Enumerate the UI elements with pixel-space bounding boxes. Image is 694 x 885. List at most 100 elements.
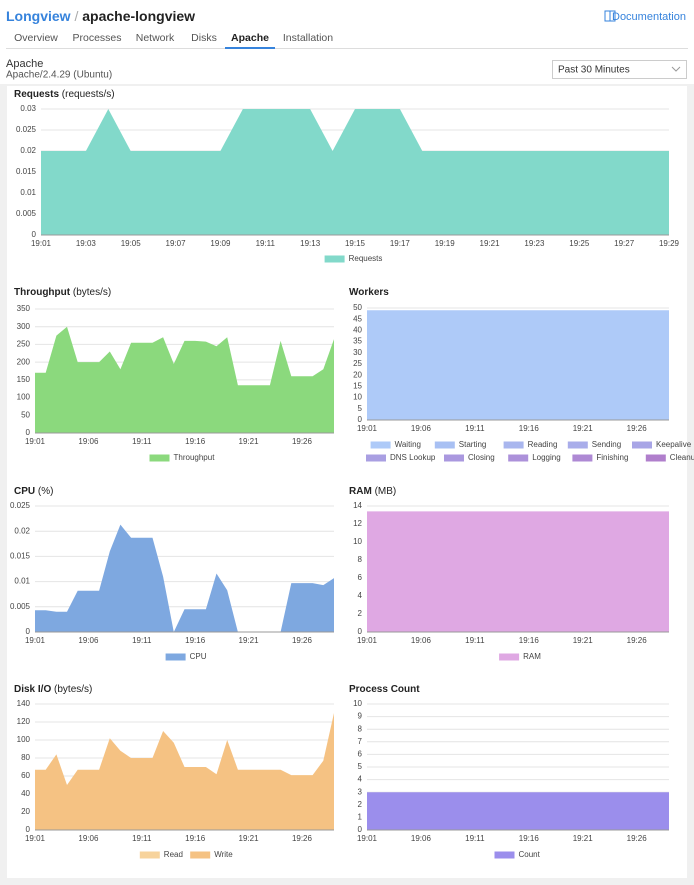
legend-label[interactable]: Reading	[528, 440, 558, 449]
service-name: Apache	[6, 58, 43, 70]
docs-icon[interactable]	[604, 10, 616, 22]
y-tick-label: 15	[353, 382, 362, 391]
area-series	[367, 792, 669, 830]
active-tab-indicator	[225, 47, 275, 49]
y-tick-label: 0.015	[10, 552, 31, 561]
x-tick-label: 19:06	[78, 636, 99, 645]
legend-label[interactable]: Cleanup	[670, 453, 694, 462]
legend-label[interactable]: Logging	[532, 453, 560, 462]
chart-title-main: CPU	[14, 486, 35, 497]
legend-swatch[interactable]	[494, 851, 515, 859]
y-tick-label: 120	[17, 717, 31, 726]
legend-label[interactable]: Starting	[459, 440, 487, 449]
tab[interactable]: Processes	[72, 32, 121, 44]
y-tick-label: 25	[353, 359, 362, 368]
legend-swatch[interactable]	[165, 653, 186, 661]
breadcrumb: Longview / apache-longview	[6, 8, 195, 24]
x-tick-label: 19:01	[25, 636, 46, 645]
x-tick-label: 19:26	[292, 437, 313, 446]
y-tick-label: 35	[353, 337, 362, 346]
y-tick-label: 14	[353, 501, 362, 510]
y-tick-label: 40	[353, 326, 362, 335]
y-tick-label: 0.005	[16, 209, 37, 218]
docs-link[interactable]: Documentation	[612, 11, 686, 23]
legend-label[interactable]: Throughput	[174, 453, 216, 462]
legend-label[interactable]: Requests	[349, 254, 383, 263]
x-tick-label: 19:25	[569, 239, 590, 248]
legend-label[interactable]: CPU	[190, 652, 207, 661]
x-tick-label: 19:07	[166, 239, 187, 248]
y-tick-label: 12	[353, 519, 362, 528]
x-tick-label: 19:17	[390, 239, 411, 248]
chart-title-unit: (bytes/s)	[73, 287, 111, 298]
y-tick-label: 45	[353, 314, 362, 323]
legend-swatch[interactable]	[434, 441, 455, 449]
x-tick-label: 19:11	[465, 636, 485, 645]
tab[interactable]: Overview	[14, 32, 58, 44]
area-series	[35, 713, 334, 830]
y-tick-label: 2	[358, 800, 363, 809]
legend-swatch[interactable]	[632, 441, 652, 449]
legend-swatch[interactable]	[149, 454, 170, 462]
area-series	[367, 511, 669, 632]
y-tick-label: 100	[17, 393, 31, 402]
chart-title-unit: (requests/s)	[62, 89, 115, 100]
x-tick-label: 19:01	[25, 437, 46, 446]
x-tick-label: 19:09	[210, 239, 231, 248]
legend-swatch[interactable]	[444, 454, 464, 462]
chart-title: Workers	[349, 287, 389, 298]
x-tick-label: 19:11	[256, 239, 276, 248]
x-tick-label: 19:11	[465, 834, 485, 843]
legend-swatch[interactable]	[503, 441, 524, 449]
x-tick-label: 19:11	[132, 834, 152, 843]
legend-label[interactable]: Sending	[592, 440, 621, 449]
legend-swatch[interactable]	[366, 454, 386, 462]
legend-label[interactable]: DNS Lookup	[390, 453, 436, 462]
chart-title-main: Process Count	[349, 684, 420, 695]
x-tick-label: 19:15	[345, 239, 366, 248]
x-tick-label: 19:11	[132, 437, 152, 446]
breadcrumb-root[interactable]: Longview	[6, 8, 71, 24]
y-tick-label: 8	[358, 724, 363, 733]
y-tick-label: 1	[358, 813, 363, 822]
chart-title-main: Throughput	[14, 287, 71, 298]
legend-swatch[interactable]	[499, 653, 520, 661]
legend-label[interactable]: Finishing	[596, 453, 628, 462]
legend-swatch[interactable]	[190, 851, 211, 859]
tab[interactable]: Installation	[283, 32, 333, 44]
y-tick-label: 0.025	[10, 501, 31, 510]
legend-label[interactable]: Read	[164, 850, 183, 859]
tab[interactable]: Apache	[231, 32, 269, 44]
legend-label[interactable]: Waiting	[395, 440, 421, 449]
chart-title: Requests (requests/s)	[14, 89, 115, 100]
legend-label[interactable]: Count	[519, 850, 541, 859]
legend-label[interactable]: Keepalive	[656, 440, 692, 449]
tab[interactable]: Disks	[191, 32, 217, 44]
legend-swatch[interactable]	[324, 255, 345, 263]
x-tick-label: 19:21	[239, 437, 260, 446]
chart-title: CPU (%)	[14, 486, 53, 497]
range-select-value[interactable]: Past 30 Minutes	[558, 65, 630, 76]
legend-swatch[interactable]	[567, 441, 588, 449]
legend-label[interactable]: Closing	[468, 453, 495, 462]
x-tick-label: 19:23	[524, 239, 545, 248]
y-tick-label: 0.01	[14, 577, 30, 586]
x-tick-label: 19:06	[411, 424, 432, 433]
area-series	[367, 310, 669, 420]
y-tick-label: 3	[358, 787, 363, 796]
tab[interactable]: Network	[136, 32, 175, 44]
legend-swatch[interactable]	[508, 454, 529, 462]
y-tick-label: 0.015	[16, 167, 37, 176]
legend-swatch[interactable]	[645, 454, 666, 462]
legend-label[interactable]: RAM	[523, 652, 541, 661]
legend-swatch[interactable]	[139, 851, 160, 859]
x-tick-label: 19:26	[627, 636, 648, 645]
breadcrumb-separator: /	[74, 8, 78, 24]
range-select[interactable]	[552, 60, 687, 79]
legend-swatch[interactable]	[572, 454, 593, 462]
y-tick-label: 0	[358, 627, 363, 636]
y-tick-label: 4	[358, 591, 363, 600]
legend-swatch[interactable]	[370, 441, 391, 449]
legend-label[interactable]: Write	[214, 850, 233, 859]
